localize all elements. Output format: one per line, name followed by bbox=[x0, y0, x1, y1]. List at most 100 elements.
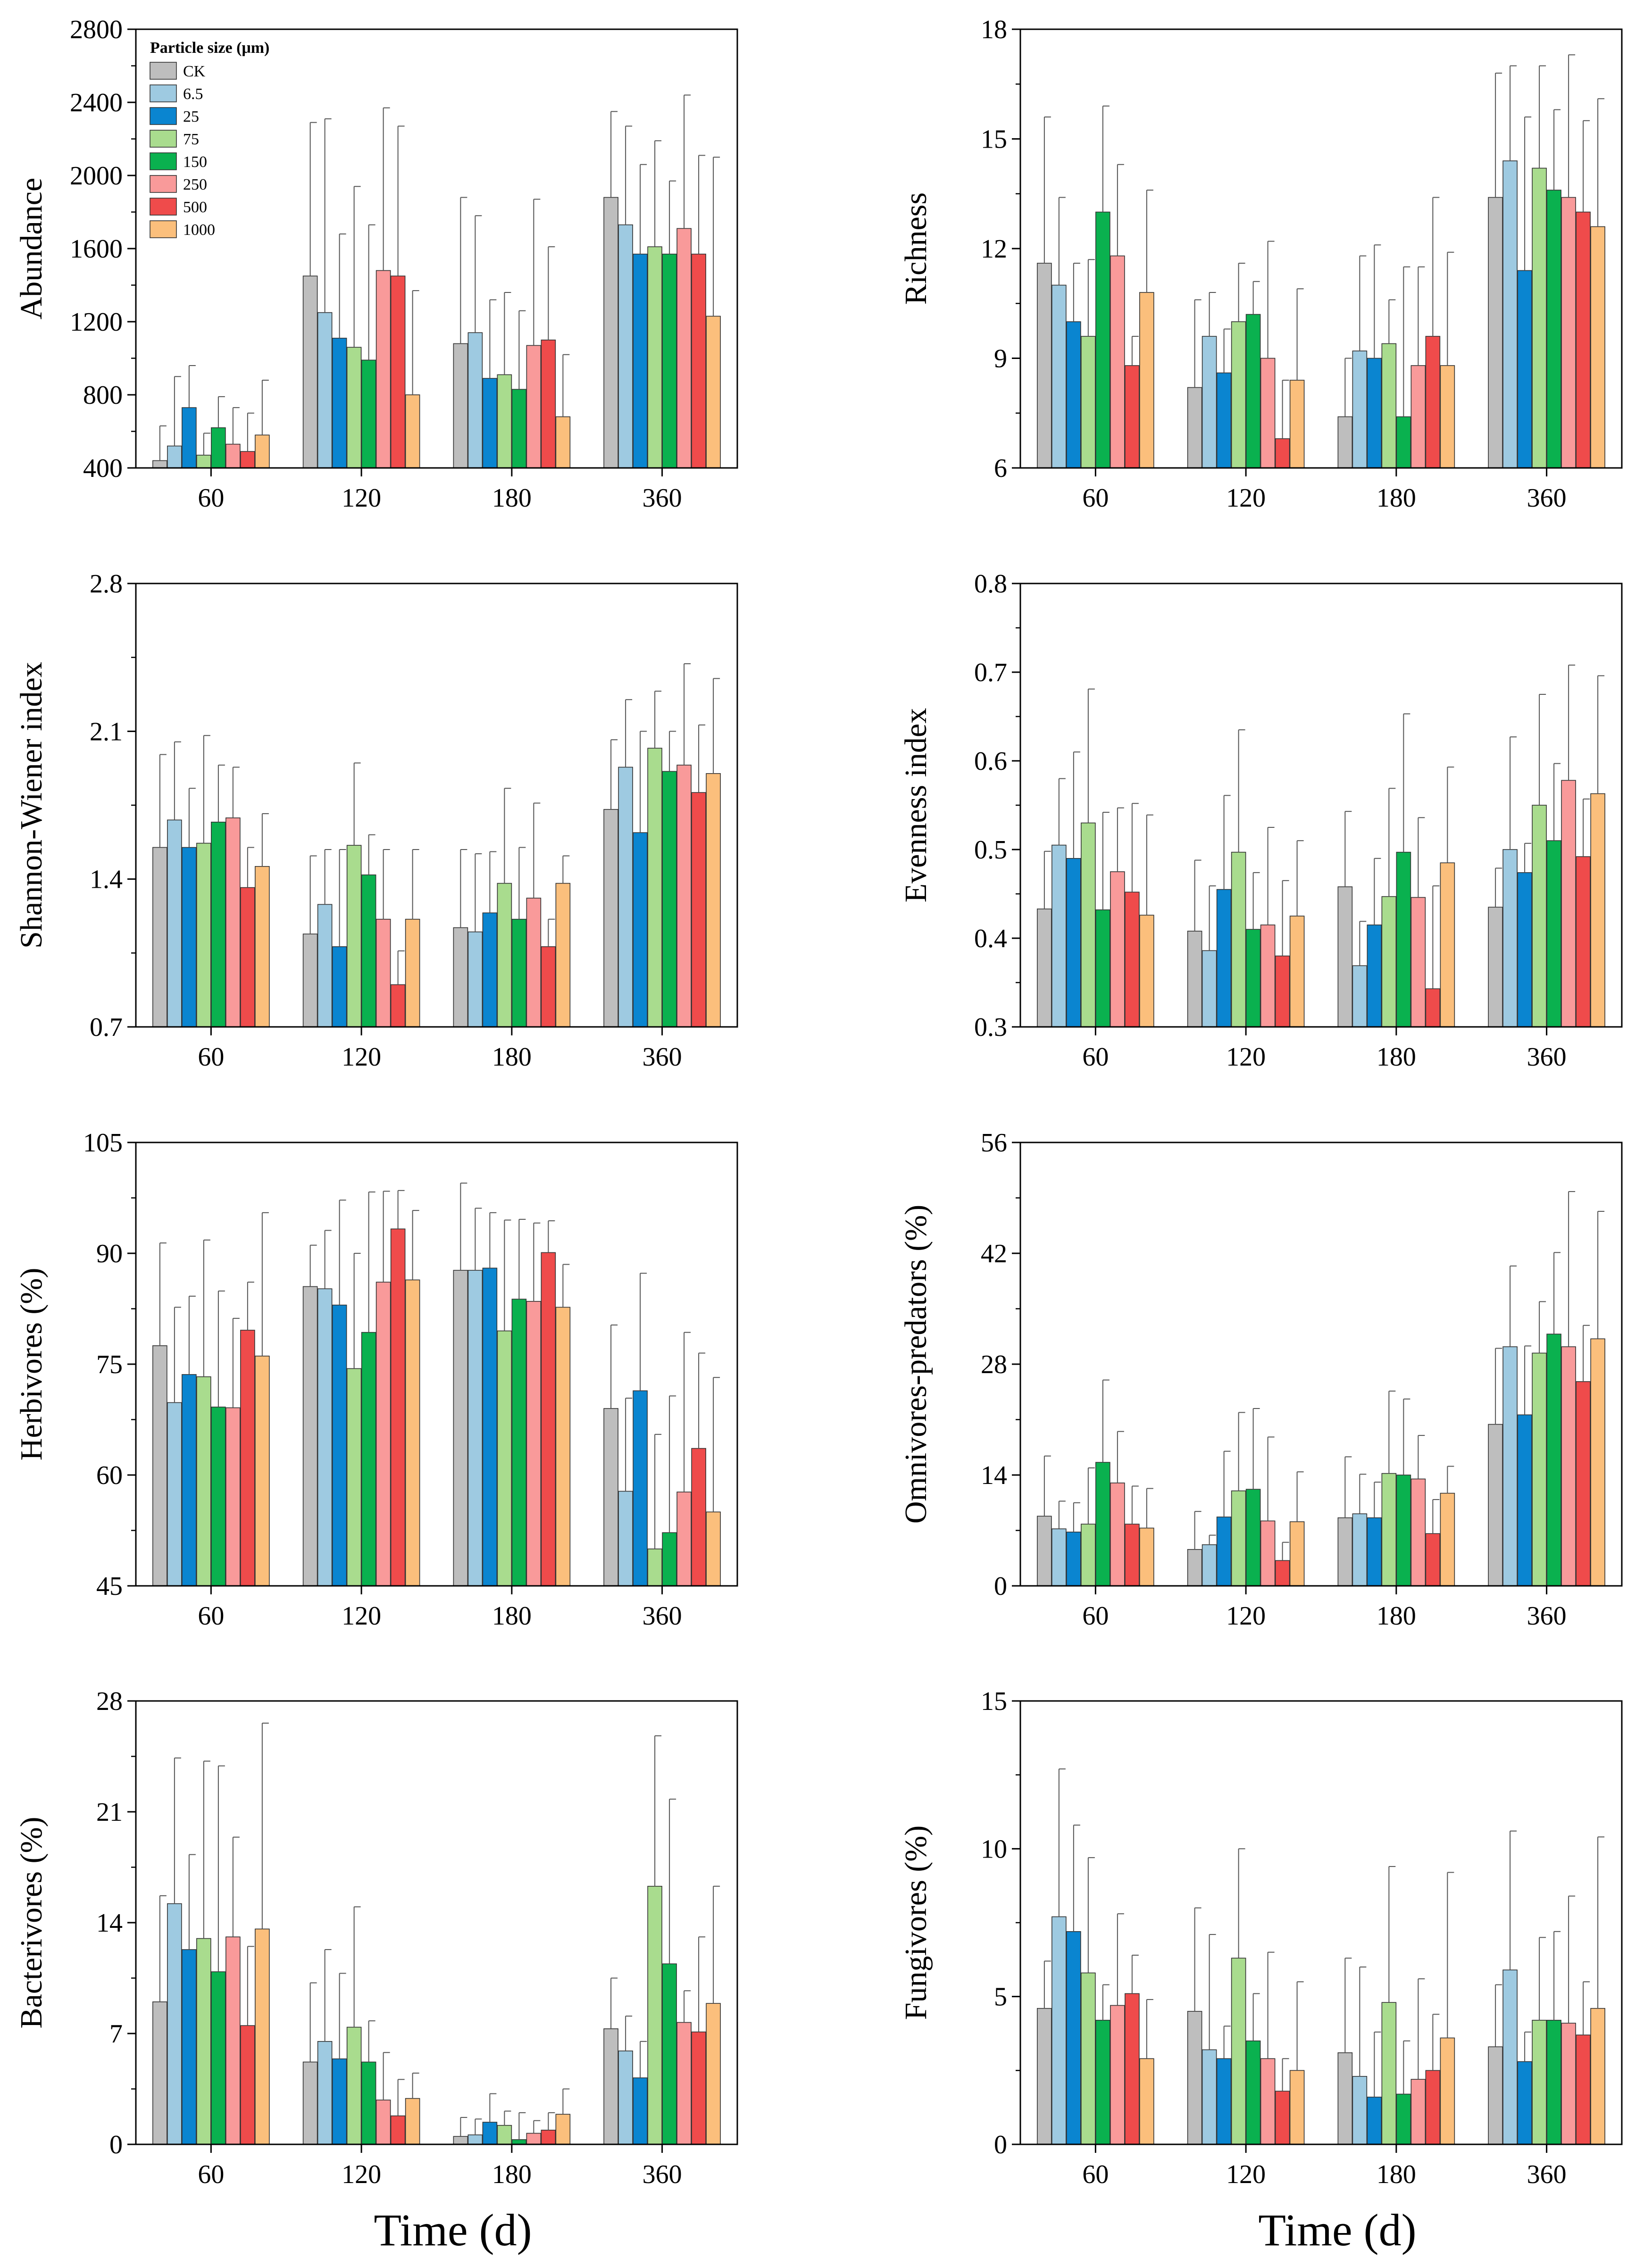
x-tick-label: 360 bbox=[1527, 2160, 1567, 2189]
bar-25-360 bbox=[633, 253, 648, 468]
bar-250-60 bbox=[225, 1936, 241, 2145]
bar-CK-60 bbox=[1037, 263, 1052, 468]
bar-1000-120 bbox=[405, 394, 420, 468]
bar-75-360 bbox=[1532, 167, 1547, 468]
bar-75-180 bbox=[1381, 343, 1397, 468]
y-tick-label: 0 bbox=[994, 1572, 1007, 1601]
chart-panel-fungivores: 0 5 10 15 60 120 180 360 Fungivores (%) bbox=[899, 1687, 1623, 2189]
y-tick-label: 18 bbox=[981, 15, 1007, 44]
bar-1000-360 bbox=[706, 773, 721, 1027]
bar-250-60 bbox=[1110, 2005, 1125, 2145]
bar-25-360 bbox=[1517, 872, 1532, 1027]
bar-75-120 bbox=[1231, 1490, 1246, 1586]
bar-250-180 bbox=[1410, 1478, 1426, 1586]
bar-150-120 bbox=[361, 359, 376, 468]
y-tick-label: 0.8 bbox=[974, 569, 1007, 599]
bar-6.5-360 bbox=[1502, 1346, 1518, 1586]
bar-CK-360 bbox=[1488, 2046, 1503, 2145]
bar-25-120 bbox=[1216, 372, 1232, 468]
bar-500-180 bbox=[541, 1252, 556, 1586]
bar-CK-180 bbox=[1337, 416, 1353, 468]
bar-25-360 bbox=[1517, 270, 1532, 468]
bar-1000-180 bbox=[555, 2114, 571, 2145]
legend-swatch-75 bbox=[150, 130, 177, 148]
bar-CK-120 bbox=[1187, 387, 1202, 468]
bar-500-120 bbox=[390, 984, 406, 1027]
bar-1000-360 bbox=[706, 316, 721, 468]
chart-panel-herbivores: 45 60 75 90 105 60 120 180 360 Herbivores (%) bbox=[14, 1128, 738, 1631]
legend-label-500: 500 bbox=[183, 199, 207, 216]
legend-label-6.5: 6.5 bbox=[183, 85, 203, 103]
bar-500-120 bbox=[1275, 1560, 1290, 1586]
legend-label-CK: CK bbox=[183, 63, 206, 80]
bar-25-60 bbox=[182, 1374, 197, 1586]
bar-CK-120 bbox=[1187, 1549, 1202, 1586]
bar-25-60 bbox=[182, 407, 197, 468]
bar-25-120 bbox=[332, 946, 347, 1027]
bar-250-60 bbox=[225, 1407, 241, 1586]
x-tick-label: 60 bbox=[1082, 2160, 1109, 2189]
y-tick-label: 400 bbox=[83, 454, 123, 483]
bar-75-180 bbox=[497, 374, 512, 468]
bar-CK-60 bbox=[1037, 1516, 1052, 1586]
bar-CK-360 bbox=[1488, 1424, 1503, 1586]
chart-panel-shannon-wiener-index: 0.7 1.4 2.1 2.8 60 120 180 360 Shannon-Wiener in… bbox=[14, 569, 738, 1072]
bar-1000-60 bbox=[1139, 1527, 1154, 1586]
bar-75-120 bbox=[1231, 321, 1246, 468]
bar-6.5-60 bbox=[1051, 284, 1067, 468]
bar-CK-120 bbox=[1187, 931, 1202, 1027]
bar-75-360 bbox=[1532, 805, 1547, 1027]
bar-CK-180 bbox=[1337, 1517, 1353, 1586]
bar-150-120 bbox=[1245, 1489, 1261, 1586]
legend-label-250: 250 bbox=[183, 176, 207, 193]
bar-25-360 bbox=[1517, 1414, 1532, 1586]
y-tick-label: 10 bbox=[981, 1834, 1007, 1864]
bar-150-120 bbox=[1245, 2040, 1261, 2145]
bar-CK-180 bbox=[1337, 2052, 1353, 2145]
legend-label-25: 25 bbox=[183, 108, 199, 125]
bar-6.5-120 bbox=[317, 904, 333, 1027]
bar-1000-180 bbox=[555, 883, 571, 1027]
bar-250-60 bbox=[225, 817, 241, 1027]
bar-25-120 bbox=[1216, 2058, 1232, 2145]
y-axis-label: Abundance bbox=[14, 178, 49, 320]
y-tick-label: 800 bbox=[83, 381, 123, 410]
bar-250-180 bbox=[1410, 2079, 1426, 2145]
y-tick-label: 0.7 bbox=[90, 1013, 123, 1042]
bar-150-120 bbox=[361, 874, 376, 1027]
chart-panel-richness: 6 9 12 15 18 60 120 180 360 Richness bbox=[899, 15, 1623, 513]
x-tick-label: 180 bbox=[492, 2160, 532, 2189]
bar-1000-180 bbox=[1440, 1492, 1455, 1586]
bar-500-120 bbox=[1275, 955, 1290, 1027]
bar-250-60 bbox=[225, 443, 241, 468]
bar-25-180 bbox=[482, 2122, 498, 2145]
y-tick-label: 0.4 bbox=[974, 924, 1007, 953]
bar-CK-360 bbox=[603, 197, 618, 468]
bar-1000-360 bbox=[1590, 1338, 1605, 1586]
bar-250-60 bbox=[1110, 255, 1125, 468]
bar-500-120 bbox=[390, 1228, 406, 1586]
bar-75-60 bbox=[1081, 1524, 1096, 1586]
bar-CK-180 bbox=[453, 343, 468, 468]
y-tick-label: 2800 bbox=[70, 15, 123, 44]
bar-CK-120 bbox=[302, 1286, 318, 1586]
bar-1000-60 bbox=[1139, 2058, 1154, 2145]
bar-250-360 bbox=[1561, 780, 1576, 1027]
x-tick-label: 120 bbox=[1226, 483, 1266, 513]
bar-75-360 bbox=[1532, 1352, 1547, 1586]
bar-1000-120 bbox=[1289, 916, 1305, 1027]
legend-swatch-250 bbox=[150, 175, 177, 193]
bar-25-360 bbox=[633, 2077, 648, 2145]
x-tick-label: 360 bbox=[642, 2160, 682, 2189]
bar-1000-120 bbox=[1289, 380, 1305, 468]
bar-6.5-60 bbox=[167, 445, 182, 468]
bar-75-120 bbox=[346, 2026, 362, 2145]
bar-250-120 bbox=[375, 2100, 391, 2145]
y-tick-label: 2.1 bbox=[90, 717, 123, 746]
y-tick-label: 12 bbox=[981, 234, 1007, 264]
bar-250-60 bbox=[1110, 1482, 1125, 1586]
bar-25-180 bbox=[1367, 2096, 1382, 2145]
bar-25-60 bbox=[182, 1949, 197, 2145]
bar-25-60 bbox=[1066, 1931, 1081, 2145]
bar-500-360 bbox=[1576, 2034, 1591, 2145]
